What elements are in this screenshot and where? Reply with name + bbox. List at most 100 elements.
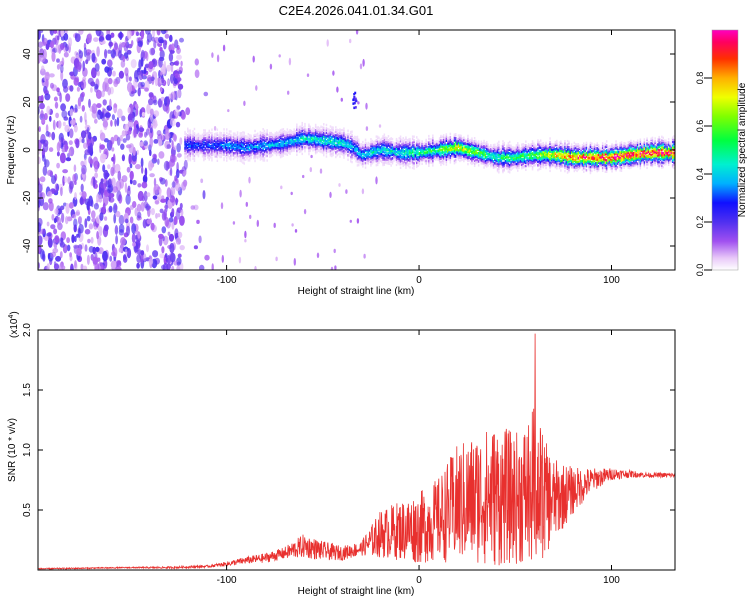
ridge-cell (533, 146, 535, 149)
ridge-cell (405, 143, 407, 147)
noise-blob (152, 30, 156, 38)
ridge-cell (323, 151, 325, 154)
noise-speck (302, 174, 305, 179)
ridge-cell (312, 144, 314, 147)
ridge-cell (344, 144, 347, 148)
ridge-cell (491, 152, 493, 156)
noise-blob (159, 177, 166, 185)
ridge-cell (360, 143, 363, 146)
ridge-cell (327, 147, 329, 150)
ridge-cell (270, 148, 272, 152)
ridge-cell (398, 148, 400, 152)
ridge-cell (238, 135, 240, 138)
ridge-cell (572, 154, 574, 158)
ridge-cell (187, 138, 189, 142)
ridge-cell (354, 154, 356, 158)
ridge-cell (461, 141, 464, 144)
ridge-cell (250, 143, 252, 147)
noise-blob (80, 183, 84, 193)
ridge-cell (471, 147, 473, 150)
noise-blob (150, 208, 155, 216)
ridge-cell (494, 146, 496, 149)
ridge-cell (220, 137, 223, 140)
ridge-cell (380, 143, 383, 146)
ridge-cell (461, 146, 464, 149)
noise-blob (120, 237, 126, 246)
ridge-cell (389, 142, 391, 145)
ridge-cell (409, 157, 411, 161)
ridge-cell (416, 140, 418, 143)
ridge-cell (350, 135, 352, 139)
ridge-cell (510, 160, 512, 164)
ridge-cell (397, 155, 399, 158)
ridge-cell (492, 155, 495, 158)
ridge-cell (327, 135, 329, 138)
noise-blob (170, 91, 176, 101)
ridge-cell (224, 145, 227, 148)
ridge-cell (255, 156, 258, 159)
noise-blob (53, 96, 58, 102)
ridge-cell (240, 138, 243, 141)
ridge-cell (426, 143, 429, 146)
ridge-cell (491, 154, 493, 157)
ridge-cell (479, 159, 481, 163)
ridge-cell (490, 165, 492, 168)
ridge-cell (223, 131, 225, 135)
ridge-cell (370, 160, 372, 163)
ridge-cell (417, 146, 419, 150)
ridge-cell (564, 142, 566, 145)
noise-blob (144, 87, 149, 92)
ridge-cell (447, 142, 449, 145)
ridge-cell (464, 147, 466, 150)
noise-blob (166, 144, 172, 149)
noise-blob (56, 64, 61, 70)
ridge-cell (469, 142, 472, 146)
ridge-cell (490, 158, 492, 161)
ridge-cell (352, 148, 355, 151)
ridge-cell (517, 160, 519, 163)
ridge-cell (518, 160, 520, 164)
ridge-cell (514, 154, 516, 157)
ridge-cell (232, 138, 235, 142)
ridge-cell (321, 130, 324, 133)
ridge-cell (553, 157, 555, 160)
ridge-cell (418, 148, 421, 151)
ridge-cell (534, 145, 536, 149)
ridge-cell (253, 156, 255, 160)
noise-speck (255, 85, 258, 91)
noise-blob (168, 233, 175, 242)
noise-blob (179, 37, 184, 43)
ridge-cell (442, 155, 445, 158)
ridge-cell (292, 140, 294, 143)
ridge-cell (240, 136, 243, 139)
noise-blob (45, 43, 50, 50)
ridge-cell (429, 149, 431, 152)
ridge-cell (557, 154, 559, 157)
ridge-cell (332, 128, 334, 132)
ridge-cell (332, 142, 334, 145)
ridge-cell (428, 145, 430, 149)
ridge-cell (345, 150, 348, 154)
ridge-cell (409, 137, 411, 141)
ridge-cell (499, 158, 501, 161)
noise-blob (40, 139, 46, 144)
ridge-cell (570, 161, 573, 164)
ridge-cell (213, 146, 216, 150)
ridge-cell (459, 148, 461, 151)
ridge-cell (208, 129, 210, 133)
noise-blob (39, 176, 46, 183)
ridge-cell (325, 131, 328, 135)
ridge-cell (185, 147, 188, 150)
ridge-cell (223, 134, 225, 137)
ridge-cell (296, 131, 298, 135)
ridge-cell (565, 162, 567, 165)
ridge-cell (453, 149, 456, 152)
ridge-cell (570, 149, 573, 152)
ridge-cell (508, 168, 511, 171)
ridge-cell (358, 161, 360, 164)
ridge-cell (236, 149, 239, 152)
ridge-cell (477, 151, 480, 155)
ridge-cell (389, 145, 391, 148)
ridge-cell (526, 150, 528, 153)
noise-blob (86, 126, 90, 134)
